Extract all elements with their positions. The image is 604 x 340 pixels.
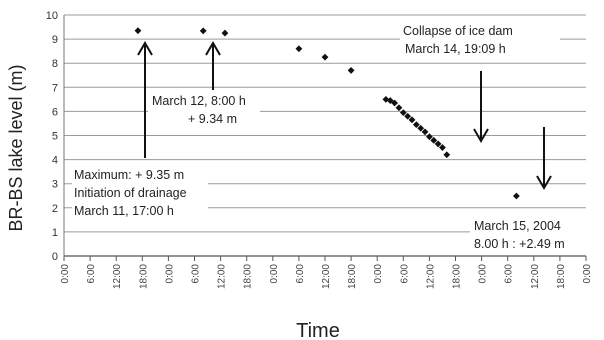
data-point-17 (430, 136, 438, 144)
y-tick-2: 2 (52, 203, 58, 215)
annotation-maximum-line3: March 11, 17:00 h (74, 204, 174, 218)
annotation-collapse-line2: March 14, 19:09 h (405, 42, 506, 56)
annotation-march15-line1: March 15, 2004 (474, 219, 561, 233)
y-tick-3: 3 (52, 179, 58, 191)
x-tick-9: 6:00 (295, 264, 306, 284)
y-tick-7: 7 (52, 82, 58, 94)
data-point-10 (399, 109, 407, 117)
annotation-collapse-line1: Collapse of ice dam (403, 24, 513, 38)
x-tick-2: 12:00 (112, 264, 123, 289)
arrow-collapse-head (473, 128, 489, 143)
data-point-21 (513, 192, 520, 200)
y-tick-9: 9 (52, 34, 58, 46)
y-tick-labels: 0 1 2 3 4 5 6 7 8 9 10 (46, 10, 58, 263)
data-point-7 (386, 97, 394, 104)
data-point-12 (408, 116, 416, 124)
y-axis-title: BR-BS lake level (m) (6, 64, 26, 231)
annotation-collapse: Collapse of ice dam March 14, 19:09 h (400, 21, 560, 61)
y-tick-0: 0 (52, 251, 58, 263)
x-tick-11: 18:00 (347, 264, 358, 289)
annotation-march12-line2: + 9.34 m (188, 112, 237, 126)
data-point-18 (434, 140, 442, 148)
data-point-11 (404, 112, 412, 120)
x-tick-20: 0:00 (582, 264, 593, 284)
y-tick-6: 6 (52, 106, 58, 118)
x-tick-17: 6:00 (504, 264, 515, 284)
data-point-0 (134, 27, 142, 35)
x-tick-labels: 0:00 6:00 12:00 18:00 0:00 6:00 12:00 18:00 0:00… (60, 264, 593, 289)
data-point-9 (395, 104, 403, 112)
arrow-max-head (137, 41, 153, 56)
x-tick-19: 18:00 (556, 264, 567, 289)
arrow-march12-head (205, 41, 221, 56)
x-tick-12: 0:00 (373, 264, 384, 284)
y-tick-10: 10 (46, 10, 58, 22)
annotation-maximum: Maximum: + 9.35 m Initiation of drainage… (72, 164, 208, 222)
y-tick-5: 5 (52, 131, 58, 143)
annotation-arrows (137, 41, 552, 190)
x-tick-3: 18:00 (138, 264, 149, 289)
annotation-maximum-line1: Maximum: + 9.35 m (74, 168, 184, 182)
data-point-14 (417, 124, 425, 132)
annotation-march15: March 15, 2004 8.00 h : +2.49 m (470, 216, 594, 253)
x-tick-18: 12:00 (530, 264, 541, 289)
data-point-1 (199, 27, 207, 35)
data-point-4 (321, 53, 329, 61)
data-point-8 (391, 99, 398, 107)
x-tick-16: 0:00 (478, 264, 489, 284)
y-tick-1: 1 (52, 227, 58, 239)
data-point-15 (421, 128, 429, 136)
data-point-16 (426, 133, 433, 141)
x-axis-title: Time (296, 320, 340, 340)
data-point-2 (221, 29, 229, 37)
x-tick-0: 0:00 (60, 264, 71, 284)
x-tick-8: 0:00 (269, 264, 280, 284)
data-point-13 (412, 121, 420, 129)
data-point-19 (439, 144, 446, 151)
x-tick-13: 6:00 (399, 264, 410, 284)
x-tick-1: 6:00 (86, 264, 97, 284)
annotation-maximum-line2: Initiation of drainage (74, 186, 187, 200)
annotation-march12-line1: March 12, 8:00 h (152, 94, 246, 108)
x-tick-5: 6:00 (191, 264, 202, 284)
data-point-5 (347, 67, 355, 74)
x-tick-14: 12:00 (425, 264, 436, 289)
y-tick-8: 8 (52, 58, 58, 70)
x-tick-10: 12:00 (321, 264, 332, 289)
data-points (134, 27, 520, 200)
y-tick-4: 4 (52, 155, 58, 167)
data-point-20 (443, 151, 451, 159)
annotation-march12: March 12, 8:00 h + 9.34 m (148, 90, 260, 130)
x-tick-4: 0:00 (164, 264, 175, 284)
data-point-3 (295, 45, 303, 53)
annotation-march15-line2: 8.00 h : +2.49 m (474, 237, 565, 251)
x-tick-15: 18:00 (452, 264, 463, 289)
x-tick-7: 18:00 (243, 264, 254, 289)
x-tick-6: 12:00 (217, 264, 228, 289)
arrow-march15-head (536, 175, 552, 190)
